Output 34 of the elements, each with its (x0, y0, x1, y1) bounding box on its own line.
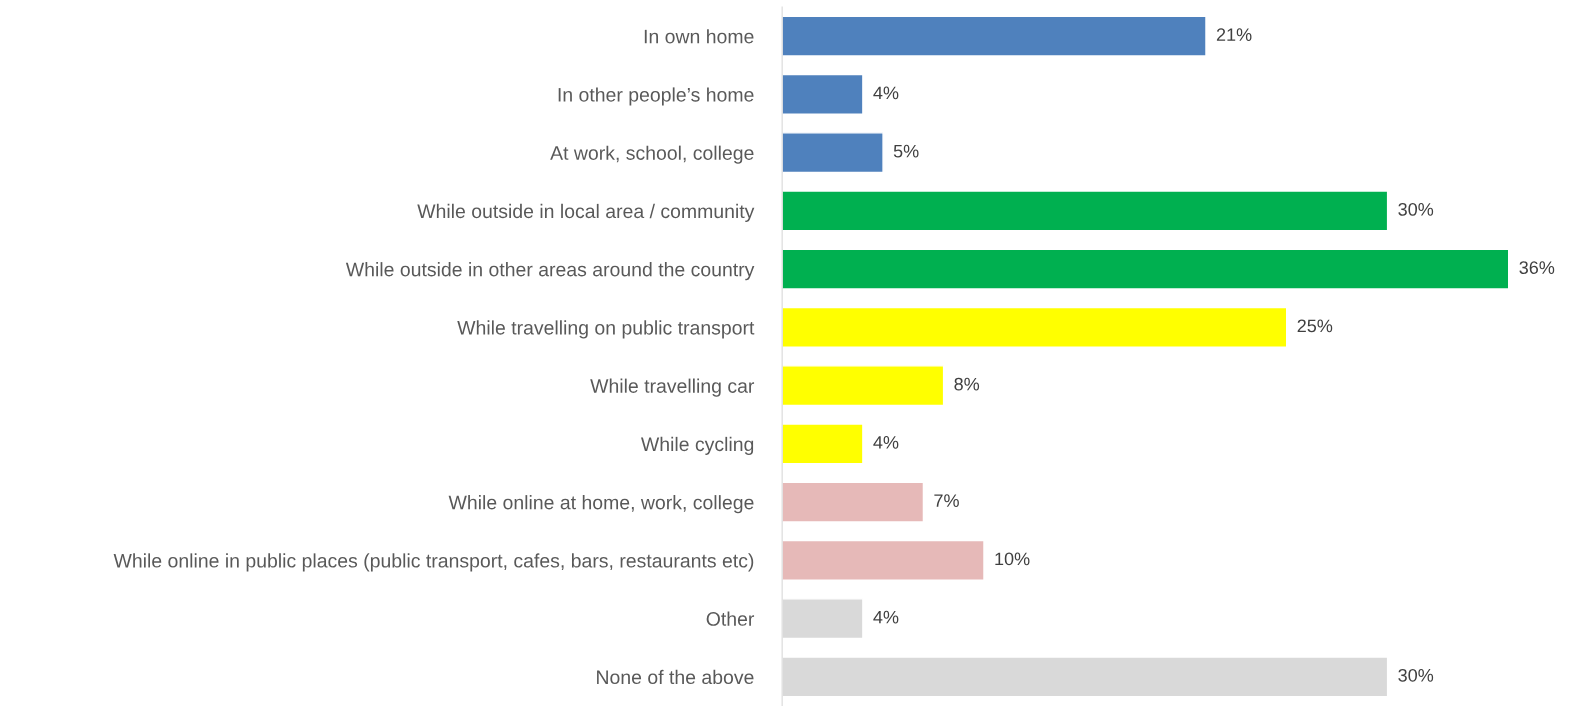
bar (782, 423, 864, 465)
y-tick-label: In own home (644, 29, 754, 44)
bar (782, 481, 925, 523)
bar (782, 132, 884, 174)
data-label: 4% (873, 436, 899, 449)
data-label: 30% (1398, 668, 1434, 682)
y-tick-label: While online in public places (public transport, cafes, bars, restaurants etc) (113, 553, 754, 572)
data-label: 10% (995, 552, 1030, 566)
bar (782, 365, 945, 407)
bar (782, 539, 985, 581)
bar (782, 190, 1389, 232)
y-tick-label: While travelling on public transport (457, 320, 755, 339)
data-label: 4% (873, 86, 899, 100)
bar (782, 15, 1207, 57)
bar (782, 306, 1288, 348)
data-label: 8% (954, 377, 980, 391)
bar (782, 248, 1510, 290)
y-tick-label: While outside in local area / community (417, 203, 755, 222)
data-label: 4% (873, 610, 899, 624)
y-tick-label: Other (706, 611, 755, 626)
y-tick-label: In other people’s home (558, 87, 754, 106)
data-label: 36% (1519, 261, 1555, 275)
y-tick-label: While outside in other areas around the country (345, 262, 755, 281)
data-label: 25% (1297, 319, 1333, 333)
y-tick-label: At work, school, college (550, 145, 754, 164)
y-tick-label: While travelling car (590, 378, 755, 397)
y-tick-label: While cycling (641, 436, 754, 455)
data-label: 21% (1216, 28, 1252, 41)
y-tick-label: While online at home, work, college (448, 495, 754, 514)
bar (782, 73, 864, 115)
data-label: 30% (1398, 202, 1434, 216)
data-label: 5% (893, 144, 919, 158)
y-tick-label: None of the above (597, 669, 754, 685)
data-label: 7% (934, 494, 959, 507)
